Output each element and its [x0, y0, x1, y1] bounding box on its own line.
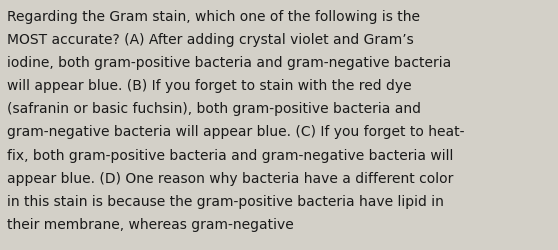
Text: appear blue. (D) One reason why bacteria have a different color: appear blue. (D) One reason why bacteria…	[7, 171, 454, 185]
Text: will appear blue. (B) If you forget to stain with the red dye: will appear blue. (B) If you forget to s…	[7, 79, 412, 93]
Text: iodine, both gram-positive bacteria and gram-negative bacteria: iodine, both gram-positive bacteria and …	[7, 56, 451, 70]
Text: MOST accurate? (A) After adding crystal violet and Gram’s: MOST accurate? (A) After adding crystal …	[7, 33, 414, 47]
Text: gram-negative bacteria will appear blue. (C) If you forget to heat-: gram-negative bacteria will appear blue.…	[7, 125, 465, 139]
Text: in this stain is because the gram-positive bacteria have lipid in: in this stain is because the gram-positi…	[7, 194, 444, 208]
Text: their membrane, whereas gram-negative: their membrane, whereas gram-negative	[7, 217, 294, 231]
Text: (safranin or basic fuchsin), both gram-positive bacteria and: (safranin or basic fuchsin), both gram-p…	[7, 102, 421, 116]
Text: fix, both gram-positive bacteria and gram-negative bacteria will: fix, both gram-positive bacteria and gra…	[7, 148, 454, 162]
Text: Regarding the Gram stain, which one of the following is the: Regarding the Gram stain, which one of t…	[7, 10, 420, 24]
